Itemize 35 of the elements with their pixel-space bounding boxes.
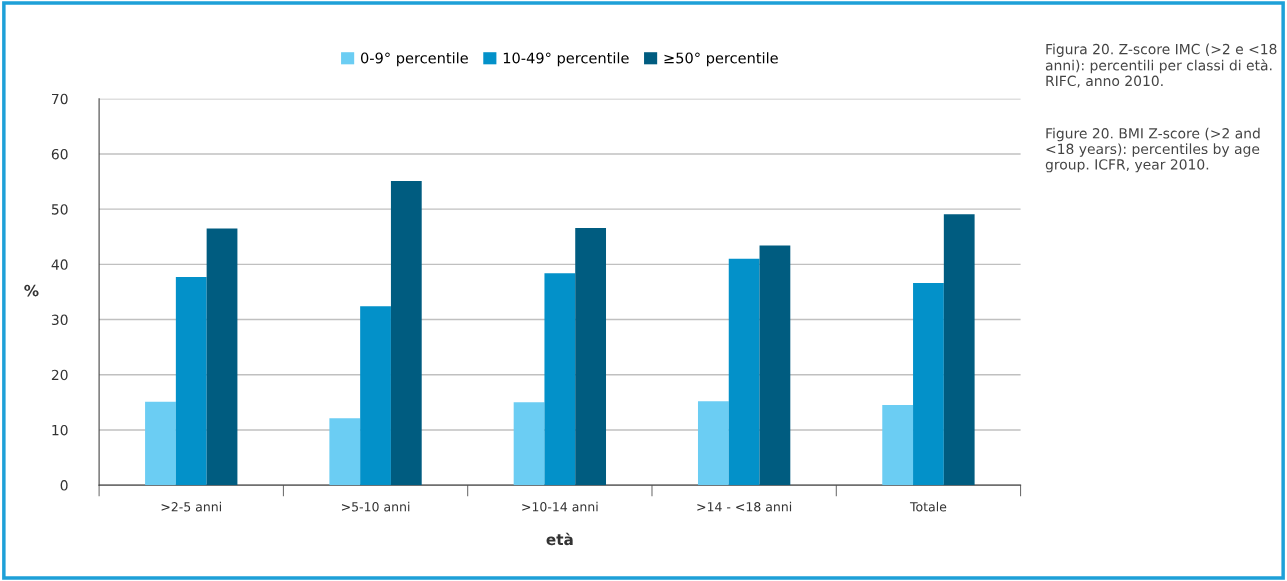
x-tick-label: >14 - <18 anni [697, 501, 792, 512]
bar [390, 181, 422, 486]
x-tick-label: >2-5 anni [161, 501, 221, 512]
bar [206, 228, 238, 486]
bar [145, 401, 176, 486]
bar [544, 273, 576, 486]
y-tick-label: 30 [51, 314, 68, 326]
y-tick-label: 60 [51, 148, 68, 160]
x-tick-label: Totale [909, 501, 947, 512]
bar [728, 258, 760, 486]
legend-label: 0-9° percentile [360, 52, 468, 67]
text: Figura 20. Z-score IMC (>2 e <18 anni): percentili per classi di età. RIFC, anno 2010. [1045, 43, 1277, 88]
y-axis-title: % [24, 284, 39, 297]
bar [329, 418, 361, 486]
bar [513, 402, 545, 486]
x-tick-label: >10-14 anni [522, 501, 598, 512]
legend-label: ≥50° percentile [664, 52, 778, 67]
y-tick-label: 0 [60, 480, 68, 491]
bar [913, 283, 944, 486]
y-tick-label: 50 [51, 204, 68, 215]
bar [759, 245, 791, 486]
caption: Figure 20. BMI Z-score (>2 and <18 years): percentiles by age group. ICFR, year 2010. [1045, 127, 1260, 173]
y-tick-label: 70 [52, 93, 68, 105]
y-tick-label: 40 [51, 259, 68, 270]
x-tick-label: >5-10 anni [341, 501, 410, 512]
bar [360, 306, 391, 486]
bar [943, 214, 975, 486]
bar [175, 277, 207, 486]
bar [697, 401, 729, 486]
x-axis-title: età [546, 532, 573, 546]
y-tick-label: 20 [51, 369, 68, 381]
legend-label: 10-49° percentile [503, 52, 629, 67]
y-tick-label: 10 [52, 424, 68, 436]
bar [575, 227, 607, 486]
bar [882, 405, 914, 486]
